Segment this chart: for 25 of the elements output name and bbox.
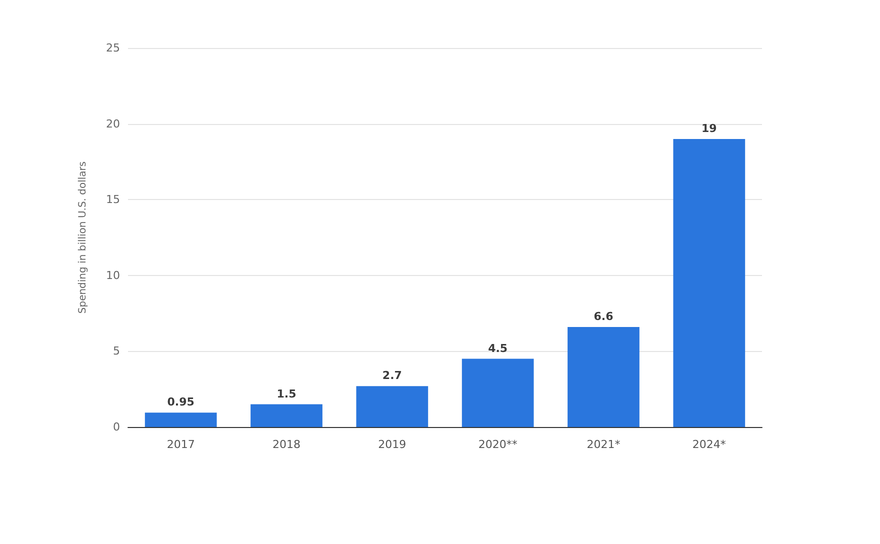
bar: [250, 404, 322, 427]
data-label: 2.7: [382, 369, 402, 382]
data-label: 6.6: [594, 310, 614, 323]
x-tick-label: 2019: [378, 438, 406, 451]
bar: [356, 386, 428, 427]
y-tick-label: 5: [113, 344, 120, 358]
x-tick-label: 2020**: [478, 438, 518, 451]
y-tick-label: 15: [106, 193, 120, 206]
y-tick-label: 25: [106, 42, 120, 54]
data-label: 4.5: [488, 342, 508, 355]
bar: [144, 412, 217, 427]
x-tick-label: 2017: [166, 438, 195, 451]
y-tick-label: 10: [106, 268, 120, 282]
x-tick-label: 2024*: [692, 438, 726, 451]
y-tick-label: 0: [113, 420, 120, 434]
data-label: 19: [702, 122, 717, 135]
data-label: 1.5: [276, 387, 296, 400]
bar: [673, 138, 746, 427]
x-tick-label: 2021*: [586, 438, 621, 451]
bar: [568, 326, 640, 427]
data-label: 0.95: [167, 396, 194, 409]
bar: [462, 358, 534, 427]
y-tick-label: 20: [106, 117, 120, 130]
y-axis-title: Spending in billion U.S. dollars: [78, 161, 88, 314]
x-tick-label: 2018: [272, 438, 300, 451]
